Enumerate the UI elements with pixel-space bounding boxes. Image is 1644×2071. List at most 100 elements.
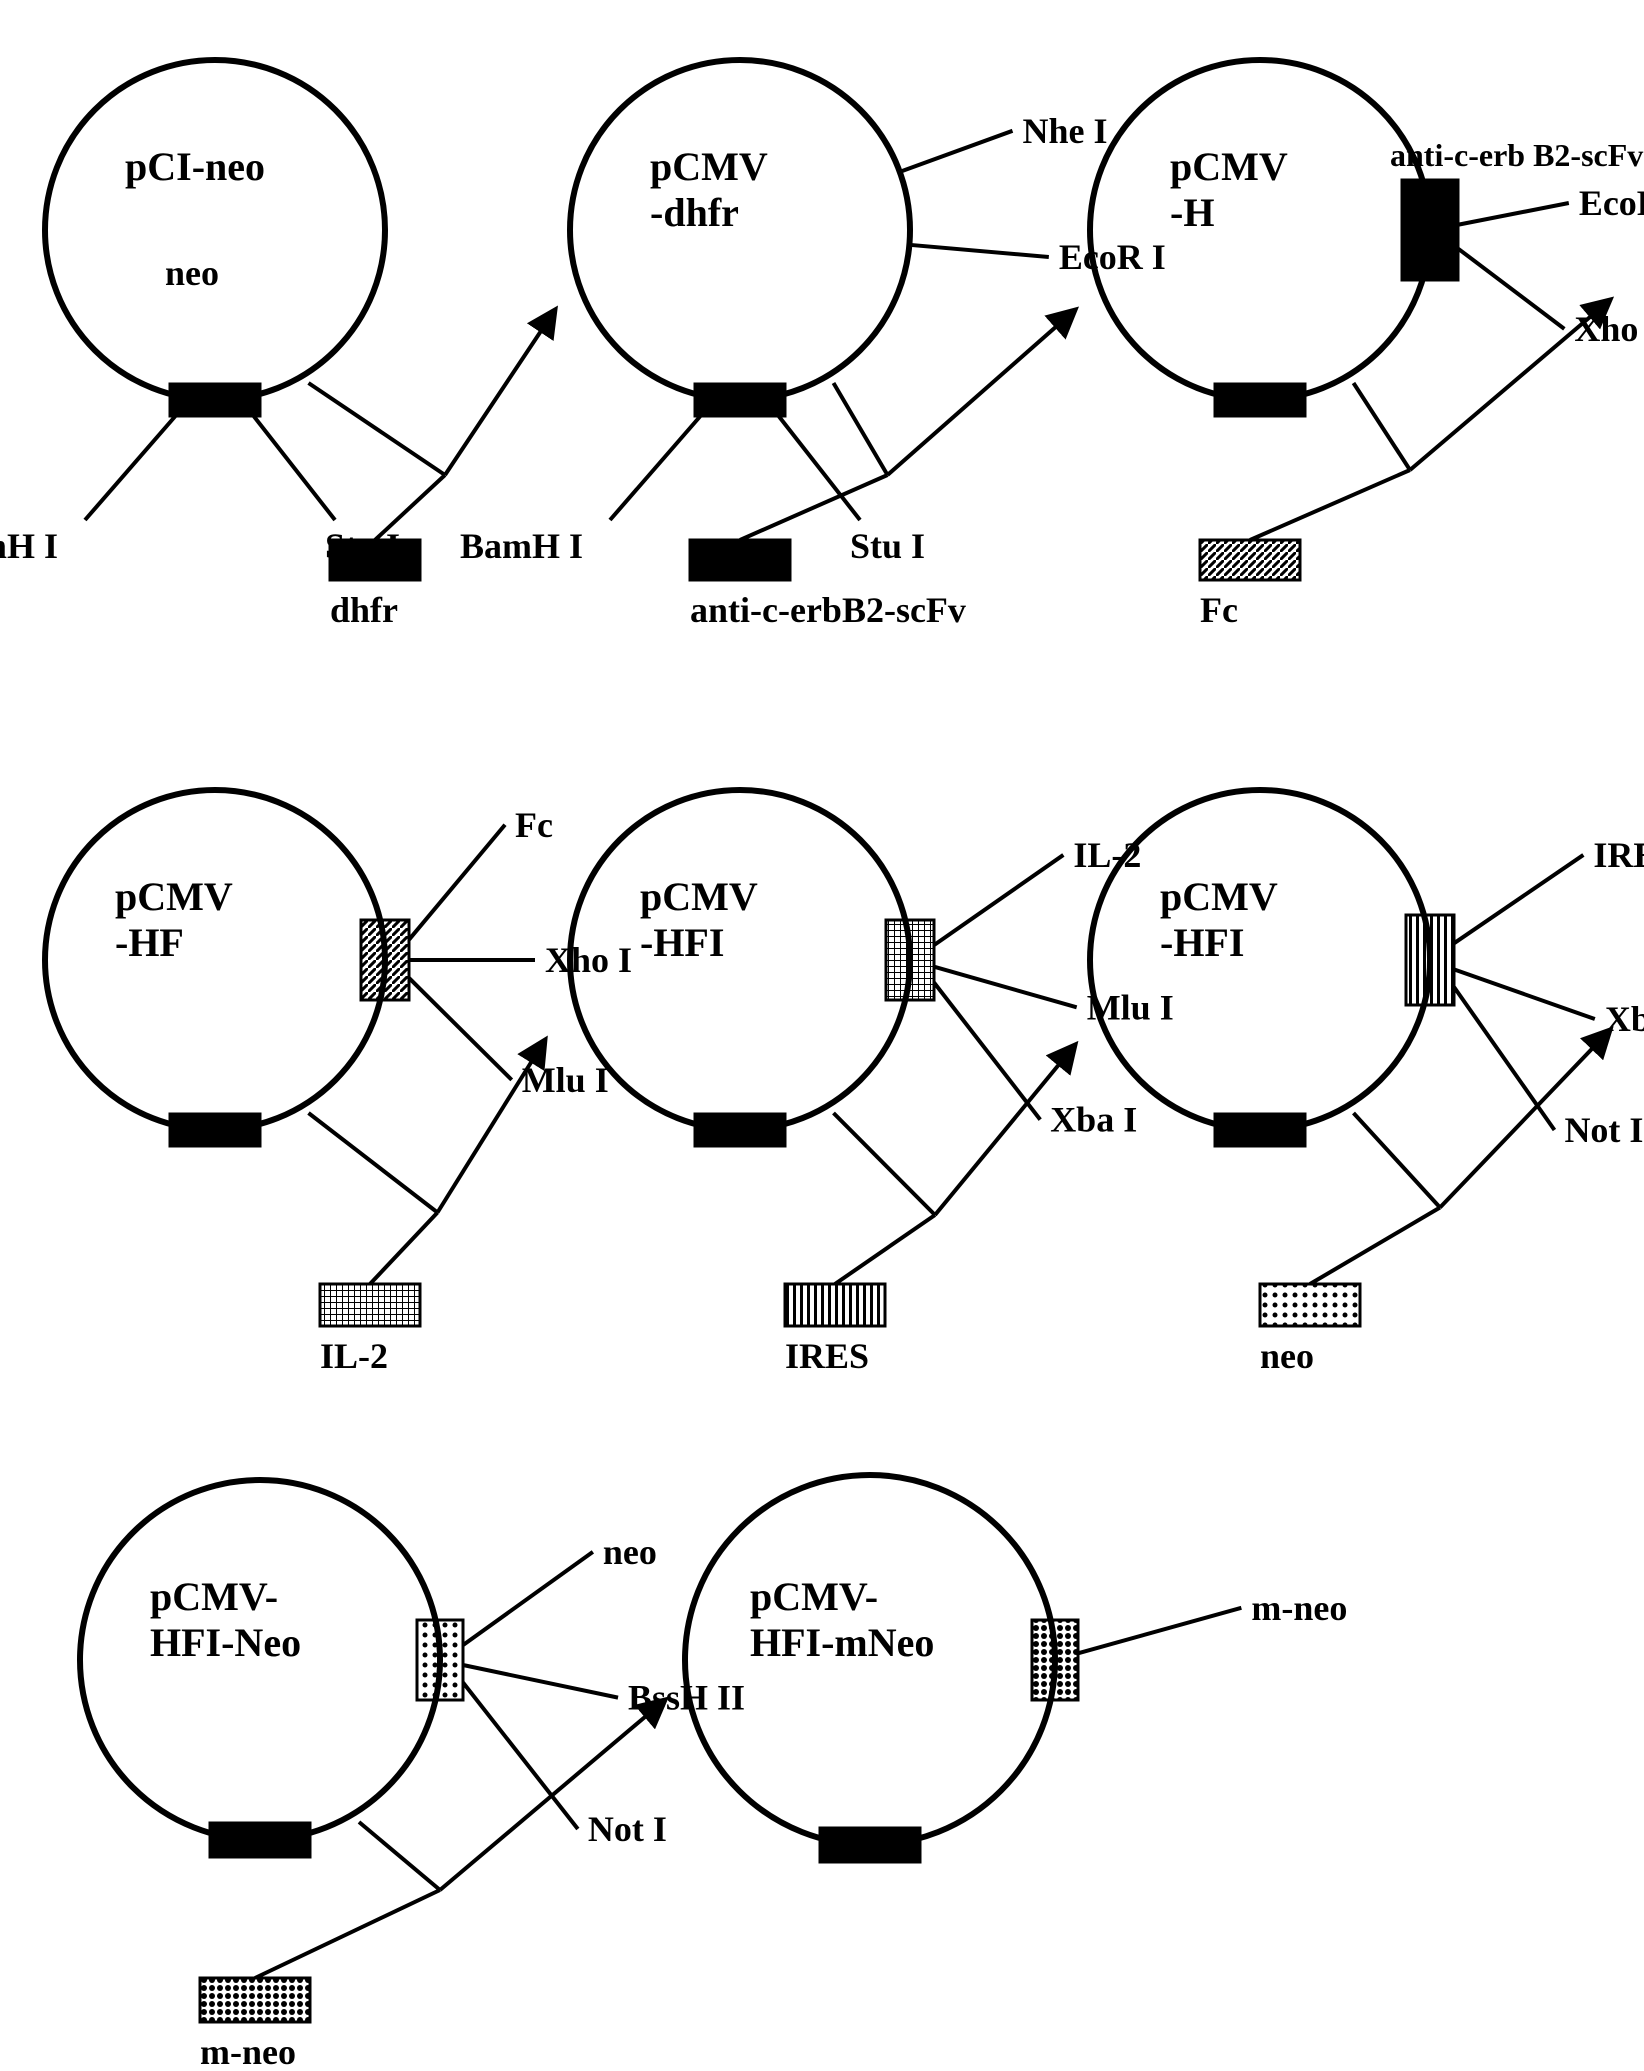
plasmid-name: -HFI xyxy=(640,920,724,965)
insert-box xyxy=(330,540,420,580)
restriction-site-label: Mlu I xyxy=(522,1060,609,1100)
restriction-site-label: Fc xyxy=(515,805,553,845)
restriction-site-label: BamH I xyxy=(460,526,583,566)
merge-branch-plasmid xyxy=(309,383,446,475)
plasmid-p3: pCMV-Hanti-c-erb B2-scFvEcoR IXho I xyxy=(1090,60,1644,416)
insert-box xyxy=(200,1978,310,2022)
restriction-site-label: EcoR I xyxy=(1579,183,1644,223)
restriction-site-label: Xho I xyxy=(545,940,632,980)
restriction-site-label: Xho I xyxy=(1574,309,1644,349)
insert-m-neo: m-neo xyxy=(200,1700,665,2071)
restriction-site-label: Nhe I xyxy=(1023,111,1108,151)
insert-label: IRES xyxy=(785,1336,869,1376)
merge-arrow xyxy=(445,310,555,475)
right-cassette xyxy=(1406,915,1454,1005)
merge-arrow xyxy=(438,1040,546,1213)
insert-box xyxy=(690,540,790,580)
plasmid-ring xyxy=(45,60,385,400)
restriction-site-label: Not I xyxy=(588,1809,667,1849)
merge-branch-insert xyxy=(375,475,445,540)
right-cassette xyxy=(1402,180,1458,280)
site-spoke xyxy=(1458,203,1569,225)
site-spoke xyxy=(463,1552,593,1645)
plasmid-name: pCMV xyxy=(650,144,768,189)
bottom-cassette xyxy=(1215,1114,1305,1146)
site-spoke xyxy=(245,405,335,520)
merge-branch-plasmid xyxy=(359,1822,440,1890)
insert-box xyxy=(1200,540,1300,580)
site-spoke xyxy=(1078,1608,1241,1654)
merge-arrow xyxy=(1410,300,1610,470)
site-spoke xyxy=(610,405,710,520)
plasmid-name: pCMV xyxy=(115,874,233,919)
restriction-site-label: Not I xyxy=(1564,1110,1643,1150)
site-spoke xyxy=(909,245,1048,257)
plasmid-p5: pCMV-HFIIL-2Mlu IXba I xyxy=(570,790,1174,1146)
merge-branch-plasmid xyxy=(1354,1113,1441,1208)
bottom-cassette xyxy=(210,1823,310,1857)
plasmid-name: HFI-mNeo xyxy=(750,1620,934,1665)
insert-label: anti-c-erbB2-scFv xyxy=(690,590,966,630)
site-spoke xyxy=(409,825,505,940)
plasmid-ring xyxy=(570,60,910,400)
plasmid-p8: pCMV-HFI-mNeom-neo xyxy=(685,1475,1347,1862)
insert-label: dhfr xyxy=(330,590,398,630)
plasmid-name: pCMV- xyxy=(150,1574,278,1619)
insert-label: neo xyxy=(1260,1336,1314,1376)
restriction-site-label: m-neo xyxy=(1251,1588,1347,1628)
plasmid-p2: pCMV-dhfrBamH IStu INhe IEcoR I xyxy=(460,60,1166,566)
bottom-cassette xyxy=(170,384,260,416)
restriction-site-label: Xba I xyxy=(1605,999,1644,1039)
insert-label: Fc xyxy=(1200,590,1238,630)
site-spoke xyxy=(1454,969,1595,1019)
site-spoke xyxy=(770,405,860,520)
merge-branch-plasmid xyxy=(834,383,888,475)
bottom-cassette xyxy=(1215,384,1305,416)
bottom-cassette xyxy=(170,1114,260,1146)
insert-label: IL-2 xyxy=(320,1336,388,1376)
merge-branch-insert xyxy=(1310,1208,1440,1285)
right-cassette xyxy=(886,920,934,1000)
merge-branch-plasmid xyxy=(834,1113,936,1215)
site-spoke xyxy=(934,983,1040,1120)
plasmid-p1: pCI-neoneoBamH IStu I xyxy=(0,60,400,566)
plasmid-name: pCMV xyxy=(1160,874,1278,919)
site-spoke xyxy=(1458,249,1564,329)
plasmid-name: -dhfr xyxy=(650,190,739,235)
restriction-site-label: BamH I xyxy=(0,526,58,566)
right-cassette xyxy=(417,1620,463,1700)
restriction-site-label: Xba I xyxy=(1050,1100,1137,1140)
merge-branch-insert xyxy=(835,1215,935,1284)
insert-IRES: IRES xyxy=(785,1045,1075,1376)
merge-branch-insert xyxy=(370,1213,438,1285)
bottom-cassette xyxy=(695,1114,785,1146)
plasmid-name: -HF xyxy=(115,920,184,965)
merge-branch-plasmid xyxy=(309,1113,438,1213)
site-spoke xyxy=(85,405,185,520)
insert-box xyxy=(320,1284,420,1326)
restriction-site-label: IRES xyxy=(1593,835,1644,875)
insert-box xyxy=(785,1284,885,1326)
site-spoke xyxy=(1454,855,1583,943)
right-cassette xyxy=(361,920,409,1000)
bottom-cassette xyxy=(695,384,785,416)
insert-anti-c-erbB2-scFv: anti-c-erbB2-scFv xyxy=(690,310,1075,630)
site-spoke xyxy=(934,855,1063,945)
restriction-site-label: EcoR I xyxy=(1059,237,1166,277)
merge-arrow xyxy=(440,1700,665,1890)
site-spoke xyxy=(900,131,1013,172)
plasmid-ring xyxy=(45,790,385,1130)
insert-dhfr: dhfr xyxy=(309,310,556,630)
merge-arrow xyxy=(888,310,1076,475)
site-spoke xyxy=(463,1665,618,1698)
plasmid-name: HFI-Neo xyxy=(150,1620,301,1665)
plasmid-ring xyxy=(1090,790,1430,1130)
plasmid-name: -HFI xyxy=(1160,920,1244,965)
plasmid-name: pCMV xyxy=(1170,144,1288,189)
insert-box xyxy=(1260,1284,1360,1326)
insert-neo: neo xyxy=(1260,1030,1610,1376)
plasmid-p7: pCMV-HFI-NeoneoBssH IINot I xyxy=(80,1480,745,1857)
insert-label: m-neo xyxy=(200,2032,296,2071)
insert-Fc: Fc xyxy=(1200,300,1610,630)
plasmid-ring xyxy=(1090,60,1430,400)
